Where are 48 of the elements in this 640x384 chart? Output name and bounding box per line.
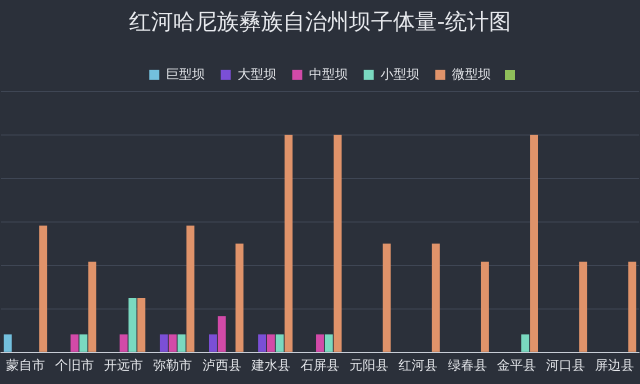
bar bbox=[88, 262, 96, 352]
bar bbox=[70, 334, 79, 352]
bar bbox=[266, 334, 275, 352]
x-tick-label: 弥勒市 bbox=[153, 358, 192, 374]
bar bbox=[236, 244, 244, 352]
bar bbox=[628, 262, 636, 352]
x-tick-label: 泸西县 bbox=[202, 358, 242, 374]
bar bbox=[168, 334, 177, 352]
x-tick-label: 元阳县 bbox=[350, 358, 389, 374]
bar bbox=[276, 334, 284, 352]
bar bbox=[4, 334, 12, 352]
x-tick-label: 建水县 bbox=[250, 358, 290, 374]
x-tick-label: 蒙自市 bbox=[6, 358, 45, 374]
bar bbox=[137, 298, 146, 352]
bar bbox=[579, 262, 588, 352]
chart-title: 红河哈尼族彝族自治州坝子体量-统计图 bbox=[129, 10, 511, 35]
legend-label: 微型坝 bbox=[452, 67, 491, 82]
bar bbox=[530, 134, 538, 352]
bar bbox=[79, 334, 88, 352]
legend-label: 大型坝 bbox=[237, 67, 276, 82]
bar bbox=[480, 262, 489, 352]
bar bbox=[39, 226, 48, 352]
bar bbox=[160, 334, 168, 352]
bar bbox=[178, 334, 186, 352]
x-tick-label: 开远市 bbox=[104, 358, 144, 374]
x-tick-label: 红河县 bbox=[398, 358, 438, 374]
bar bbox=[382, 244, 391, 352]
x-tick-label: 石屏县 bbox=[300, 358, 340, 374]
bar bbox=[316, 334, 324, 352]
legend-label: 小型坝 bbox=[380, 67, 420, 82]
bar bbox=[209, 334, 217, 352]
bar bbox=[521, 334, 530, 352]
x-tick-label: 河口县 bbox=[546, 358, 585, 374]
bar bbox=[284, 134, 293, 352]
bar bbox=[186, 226, 194, 352]
x-tick-label: 个旧市 bbox=[55, 358, 94, 374]
bar bbox=[128, 298, 136, 352]
bar bbox=[334, 134, 342, 352]
legend-label: 巨型坝 bbox=[166, 67, 205, 82]
bar bbox=[432, 244, 440, 352]
bar bbox=[120, 334, 128, 352]
x-tick-label: 绿春县 bbox=[448, 358, 487, 374]
bar bbox=[218, 316, 226, 352]
x-tick-label: 屏边县 bbox=[595, 358, 634, 374]
bar bbox=[324, 334, 333, 352]
bar bbox=[258, 334, 266, 352]
legend-label: 中型坝 bbox=[308, 67, 348, 82]
x-tick-label: 金平县 bbox=[496, 358, 536, 374]
